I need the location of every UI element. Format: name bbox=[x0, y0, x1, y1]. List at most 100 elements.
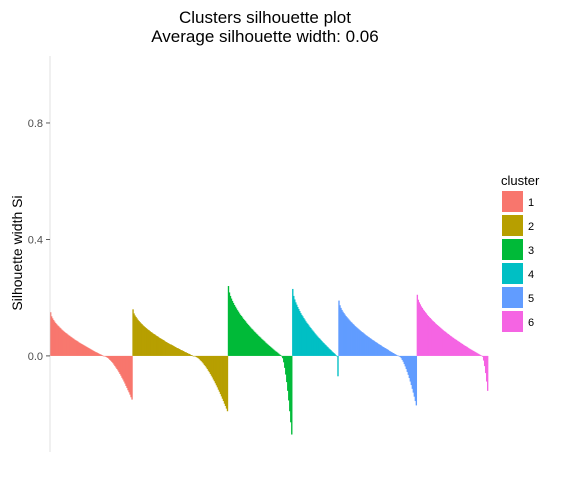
silhouette-bar-cluster-2 bbox=[214, 355, 217, 384]
silhouette-bar-cluster-4 bbox=[306, 322, 308, 356]
silhouette-bar-cluster-3 bbox=[255, 333, 258, 356]
silhouette-bar-cluster-3 bbox=[284, 355, 286, 368]
silhouette-bar-cluster-1 bbox=[60, 328, 62, 356]
silhouette-bar-cluster-5 bbox=[412, 355, 415, 393]
silhouette-bar-cluster-1 bbox=[58, 326, 60, 356]
silhouette-bar-cluster-4 bbox=[294, 299, 296, 356]
silhouette-bar-cluster-6 bbox=[422, 309, 425, 356]
silhouette-bar-cluster-6 bbox=[476, 353, 479, 356]
silhouette-bar-cluster-3 bbox=[258, 336, 261, 356]
silhouette-bar-cluster-5 bbox=[399, 355, 401, 358]
silhouette-bar-cluster-1 bbox=[104, 355, 106, 357]
silhouette-bar-cluster-3 bbox=[233, 304, 236, 356]
silhouette-bar-cluster-4 bbox=[322, 342, 324, 356]
silhouette-bar-cluster-3 bbox=[290, 355, 292, 423]
silhouette-bar-cluster-6 bbox=[440, 328, 443, 356]
silhouette-bar-cluster-6 bbox=[434, 323, 437, 356]
legend-label-3: 3 bbox=[528, 245, 534, 257]
silhouette-bar-cluster-2 bbox=[196, 355, 199, 358]
silhouette-bar-cluster-1 bbox=[76, 340, 78, 356]
silhouette-bar-cluster-5 bbox=[407, 355, 409, 375]
silhouette-bar-cluster-6 bbox=[455, 339, 458, 356]
silhouette-bar-cluster-5 bbox=[394, 354, 396, 356]
silhouette-bar-cluster-1 bbox=[93, 350, 95, 356]
silhouette-bar-cluster-6 bbox=[468, 348, 471, 356]
silhouette-bar-cluster-3 bbox=[250, 328, 253, 356]
silhouette-bar-cluster-2 bbox=[164, 341, 166, 356]
silhouette-bar-cluster-3 bbox=[254, 332, 257, 356]
silhouette-bar-cluster-4 bbox=[331, 351, 333, 356]
silhouette-bar-cluster-1 bbox=[108, 355, 110, 359]
silhouette-bar-cluster-1 bbox=[64, 332, 66, 356]
silhouette-bar-cluster-4 bbox=[316, 335, 318, 356]
silhouette-bar-cluster-5 bbox=[359, 330, 361, 356]
silhouette-bar-cluster-2 bbox=[183, 351, 185, 356]
silhouette-bar-cluster-1 bbox=[91, 349, 93, 356]
silhouette-bar-cluster-1 bbox=[113, 355, 115, 365]
silhouette-bar-cluster-3 bbox=[257, 335, 260, 356]
legend-swatch-4 bbox=[502, 263, 523, 284]
silhouette-bar-cluster-3 bbox=[277, 352, 279, 356]
silhouette-bar-cluster-6 bbox=[474, 352, 477, 356]
silhouette-bar-cluster-6 bbox=[436, 325, 439, 356]
silhouette-bar-cluster-3 bbox=[273, 349, 275, 356]
silhouette-bar-cluster-2 bbox=[180, 350, 182, 356]
silhouette-bar-cluster-2 bbox=[166, 342, 168, 356]
silhouette-bar-cluster-6 bbox=[417, 299, 420, 356]
silhouette-bar-cluster-5 bbox=[388, 350, 390, 356]
silhouette-bar-cluster-3 bbox=[230, 298, 233, 356]
silhouette-bar-cluster-6 bbox=[456, 340, 459, 356]
silhouette-bar-cluster-2 bbox=[177, 348, 179, 356]
legend-title: cluster bbox=[501, 173, 540, 188]
silhouette-bar-cluster-3 bbox=[249, 327, 252, 356]
silhouette-bar-cluster-4 bbox=[307, 323, 309, 356]
silhouette-bar-cluster-6 bbox=[462, 344, 465, 356]
legend-label-4: 4 bbox=[528, 269, 534, 281]
silhouette-bar-cluster-5 bbox=[357, 328, 359, 356]
silhouette-bar-cluster-5 bbox=[342, 311, 344, 356]
silhouette-bar-cluster-4 bbox=[328, 348, 330, 356]
silhouette-bar-cluster-2 bbox=[132, 309, 134, 356]
silhouette-bar-cluster-4 bbox=[318, 337, 320, 356]
silhouette-bar-cluster-6 bbox=[459, 342, 462, 356]
silhouette-bar-cluster-6 bbox=[442, 330, 445, 356]
silhouette-bar-cluster-2 bbox=[153, 334, 155, 356]
silhouette-bar-cluster-1 bbox=[74, 339, 76, 356]
silhouette-bar-cluster-5 bbox=[354, 325, 356, 356]
silhouette-bar-cluster-2 bbox=[197, 355, 200, 359]
silhouette-bar-cluster-6 bbox=[479, 355, 482, 356]
silhouette-bar-cluster-1 bbox=[51, 316, 53, 356]
silhouette-bar-cluster-5 bbox=[375, 342, 377, 356]
silhouette-bar-cluster-1 bbox=[94, 351, 96, 356]
silhouette-bar-cluster-3 bbox=[288, 355, 290, 401]
silhouette-bar-cluster-2 bbox=[204, 355, 207, 367]
silhouette-bar-cluster-5 bbox=[365, 335, 367, 356]
silhouette-bar-cluster-1 bbox=[59, 327, 61, 356]
silhouette-bar-cluster-5 bbox=[377, 343, 379, 356]
silhouette-bar-cluster-5 bbox=[406, 355, 408, 372]
silhouette-bar-cluster-4 bbox=[335, 355, 337, 356]
silhouette-bar-cluster-6 bbox=[430, 319, 433, 356]
silhouette-bar-cluster-6 bbox=[428, 317, 431, 356]
silhouette-bar-cluster-4 bbox=[334, 353, 336, 356]
silhouette-bar-cluster-4 bbox=[332, 352, 334, 356]
silhouette-bar-cluster-3 bbox=[291, 355, 293, 435]
silhouette-bar-cluster-1 bbox=[85, 346, 87, 356]
silhouette-bar-cluster-1 bbox=[118, 355, 120, 373]
silhouette-bar-cluster-6 bbox=[451, 337, 454, 356]
silhouette-bar-cluster-1 bbox=[82, 344, 84, 356]
legend: cluster 1 2 3 4 5 6 bbox=[501, 173, 540, 332]
chart-subtitle: Average silhouette width: 0.06 bbox=[151, 27, 378, 46]
silhouette-bar-cluster-6 bbox=[439, 327, 442, 356]
silhouette-bar-cluster-1 bbox=[86, 346, 88, 356]
silhouette-bar-cluster-2 bbox=[141, 324, 143, 356]
legend-label-5: 5 bbox=[528, 293, 534, 305]
silhouette-bar-cluster-2 bbox=[218, 355, 221, 392]
silhouette-bar-cluster-5 bbox=[393, 353, 395, 356]
silhouette-bar-cluster-2 bbox=[142, 325, 144, 356]
silhouette-bar-cluster-5 bbox=[355, 326, 357, 356]
silhouette-bar-cluster-2 bbox=[135, 316, 137, 356]
silhouette-bar-cluster-4 bbox=[299, 311, 301, 356]
silhouette-bar-cluster-2 bbox=[185, 352, 187, 356]
silhouette-bar-cluster-6 bbox=[458, 341, 461, 356]
